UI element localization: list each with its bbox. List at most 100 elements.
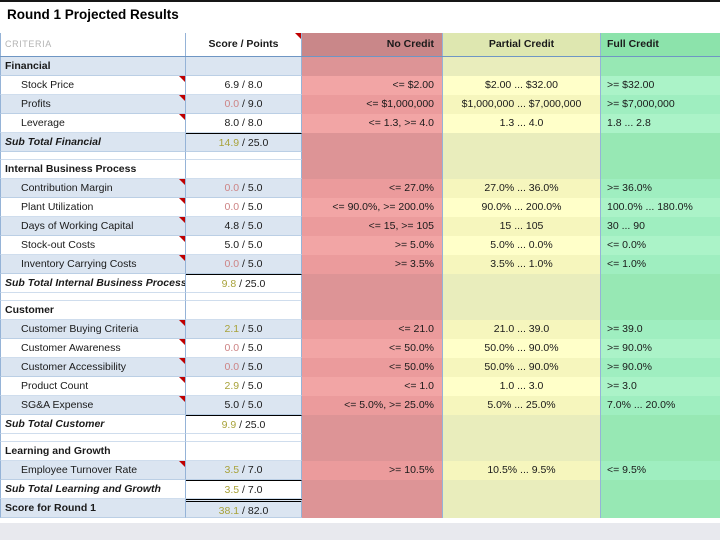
full-credit-cell: >= $7,000,000 — [601, 95, 720, 114]
no-credit-cell: <= 1.0 — [302, 377, 443, 396]
full-credit-cell: <= 9.5% — [601, 461, 720, 480]
partial-credit-cell: 1.3 ... 4.0 — [443, 114, 601, 133]
comment-marker-icon — [179, 339, 185, 345]
score-cell — [186, 434, 302, 442]
criteria-cell: Sub Total Internal Business Process — [0, 274, 186, 293]
no-credit-cell: <= 90.0%, >= 200.0% — [302, 198, 443, 217]
partial-credit-cell — [443, 301, 601, 320]
full-credit-cell — [601, 480, 720, 499]
score-cell: 6.9 / 8.0 — [186, 76, 302, 95]
table-row: Learning and Growth — [0, 442, 720, 461]
criteria-cell: Stock-out Costs — [0, 236, 186, 255]
criteria-label: Profits — [21, 98, 51, 110]
criteria-label: Sub Total Learning and Growth — [5, 483, 161, 495]
score-max: / 7.0 — [239, 464, 263, 476]
score-cell: 2.1 / 5.0 — [186, 320, 302, 339]
score-value: 0.0 — [224, 98, 240, 110]
spacer-row — [0, 152, 720, 160]
full-credit-cell — [601, 415, 720, 434]
criteria-label: Customer — [5, 304, 55, 316]
table-row: SG&A Expense 5.0 / 5.0 <= 5.0%, >= 25.0%… — [0, 396, 720, 415]
criteria-label: Customer Awareness — [21, 342, 121, 354]
criteria-cell: Plant Utilization — [0, 198, 186, 217]
partial-credit-cell — [443, 442, 601, 461]
no-credit-cell: <= $1,000,000 — [302, 95, 443, 114]
no-credit-cell: <= 50.0% — [302, 358, 443, 377]
score-cell: 0.0 / 9.0 — [186, 95, 302, 114]
score-cell: 4.8 / 5.0 — [186, 217, 302, 236]
top-border-line — [0, 0, 720, 2]
criteria-label: Product Count — [21, 380, 89, 392]
full-credit-cell — [601, 133, 720, 152]
criteria-cell: Financial — [0, 57, 186, 76]
score-points-label: Score / Points — [208, 38, 279, 50]
criteria-label: Contribution Margin — [21, 182, 113, 194]
partial-credit-cell: 5.0% ... 0.0% — [443, 236, 601, 255]
score-max: / 5.0 — [239, 399, 263, 411]
full-credit-cell — [601, 442, 720, 461]
score-cell: 9.9 / 25.0 — [186, 415, 302, 434]
score-max: / 25.0 — [239, 137, 269, 149]
criteria-cell: Product Count — [0, 377, 186, 396]
score-cell: 0.0 / 5.0 — [186, 179, 302, 198]
table-row: Profits 0.0 / 9.0 <= $1,000,000 $1,000,0… — [0, 95, 720, 114]
table-row: Financial — [0, 57, 720, 76]
table-row: Days of Working Capital 4.8 / 5.0 <= 15,… — [0, 217, 720, 236]
full-credit-cell — [601, 274, 720, 293]
partial-credit-cell — [443, 160, 601, 179]
score-value: 3.5 — [224, 484, 240, 496]
criteria-cell: Customer — [0, 301, 186, 320]
full-credit-cell — [601, 152, 720, 160]
full-credit-cell — [601, 301, 720, 320]
full-credit-cell — [601, 160, 720, 179]
partial-credit-cell: 90.0% ... 200.0% — [443, 198, 601, 217]
comment-marker-icon — [179, 95, 185, 101]
partial-credit-cell: 50.0% ... 90.0% — [443, 339, 601, 358]
table-header-row: CRITERIA Score / Points No Credit Partia… — [0, 33, 720, 57]
spacer-row — [0, 293, 720, 301]
no-credit-cell — [302, 274, 443, 293]
criteria-cell: Customer Accessibility — [0, 358, 186, 377]
criteria-cell: Profits — [0, 95, 186, 114]
bottom-strip — [0, 523, 720, 540]
full-credit-cell: >= 3.0 — [601, 377, 720, 396]
table-row: Sub Total Internal Business Process 9.8 … — [0, 274, 720, 293]
score-value: 8.0 — [224, 117, 240, 129]
score-cell: 0.0 / 5.0 — [186, 198, 302, 217]
full-credit-cell: 100.0% ... 180.0% — [601, 198, 720, 217]
table-row: Sub Total Learning and Growth 3.5 / 7.0 — [0, 480, 720, 499]
full-credit-cell: 1.8 ... 2.8 — [601, 114, 720, 133]
table-row: Score for Round 1 38.1 / 82.0 — [0, 499, 720, 518]
score-value: 0.0 — [224, 361, 240, 373]
score-value: 0.0 — [224, 342, 240, 354]
score-value: 6.9 — [224, 79, 240, 91]
criteria-cell: Sub Total Customer — [0, 415, 186, 434]
score-value: 5.0 — [224, 239, 240, 251]
full-credit-cell: 7.0% ... 20.0% — [601, 396, 720, 415]
no-credit-cell — [302, 442, 443, 461]
score-cell: 5.0 / 5.0 — [186, 236, 302, 255]
table-row: Plant Utilization 0.0 / 5.0 <= 90.0%, >=… — [0, 198, 720, 217]
criteria-label: Financial — [5, 60, 51, 72]
score-max: / 5.0 — [239, 182, 263, 194]
comment-marker-icon — [179, 114, 185, 120]
score-value: 5.0 — [224, 399, 240, 411]
comment-marker-icon — [179, 461, 185, 467]
score-value: 3.5 — [224, 464, 240, 476]
criteria-cell: Customer Buying Criteria — [0, 320, 186, 339]
table-row: Employee Turnover Rate 3.5 / 7.0 >= 10.5… — [0, 461, 720, 480]
partial-credit-cell: 50.0% ... 90.0% — [443, 358, 601, 377]
score-cell: 8.0 / 8.0 — [186, 114, 302, 133]
no-credit-cell — [302, 415, 443, 434]
score-max: / 5.0 — [239, 361, 263, 373]
score-value: 0.0 — [224, 182, 240, 194]
table-row: Stock-out Costs 5.0 / 5.0 >= 5.0% 5.0% .… — [0, 236, 720, 255]
score-value: 0.0 — [224, 258, 240, 270]
partial-credit-cell — [443, 274, 601, 293]
table-row: Stock Price 6.9 / 8.0 <= $2.00 $2.00 ...… — [0, 76, 720, 95]
score-cell: 5.0 / 5.0 — [186, 396, 302, 415]
score-max: / 5.0 — [239, 380, 263, 392]
no-credit-cell — [302, 434, 443, 442]
score-value: 0.0 — [224, 201, 240, 213]
criteria-label: Stock-out Costs — [21, 239, 96, 251]
